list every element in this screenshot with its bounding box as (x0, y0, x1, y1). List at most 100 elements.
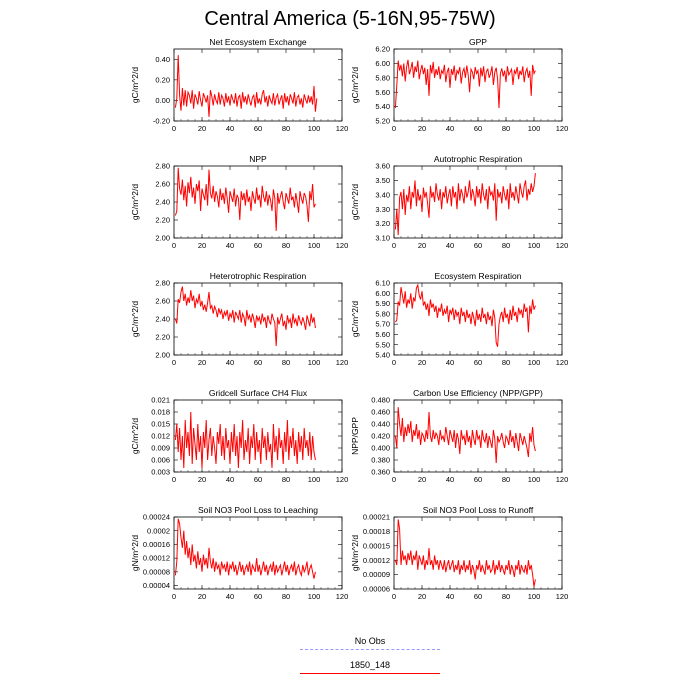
x-tick-label: 120 (336, 592, 349, 601)
x-tick-label: 20 (418, 124, 426, 133)
legend-item-1850-148: 1850_148 (300, 660, 440, 674)
y-tick-label: 0.015 (151, 420, 170, 429)
y-tick-label: 0.021 (151, 396, 170, 405)
x-tick-label: 20 (198, 475, 206, 484)
series-line (174, 518, 316, 579)
y-tick-label: 2.00 (155, 234, 170, 243)
x-tick-label: 20 (418, 241, 426, 250)
y-axis-label: gC/m^2/d (350, 67, 360, 103)
figure-title: Central America (5-16N,95-75W) (204, 8, 496, 30)
x-tick-label: 20 (198, 358, 206, 367)
y-tick-label: 0.40 (155, 55, 170, 64)
y-tick-label: 5.20 (375, 117, 390, 126)
x-tick-label: 120 (556, 124, 569, 133)
plot-frame (173, 48, 343, 122)
y-tick-label: 0.00015 (363, 541, 390, 550)
x-tick-label: 120 (336, 241, 349, 250)
y-tick-label: 0.440 (371, 420, 390, 429)
y-tick-label: 0.00012 (143, 554, 170, 563)
y-tick-label: 0.003 (151, 468, 170, 477)
y-tick-label: 0.012 (151, 432, 170, 441)
panel-title: Soil NO3 Pool Loss to Leaching (198, 505, 318, 515)
series-line (174, 286, 316, 347)
x-tick-label: 80 (502, 592, 510, 601)
x-tick-label: 80 (282, 475, 290, 484)
panel-9: Soil NO3 Pool Loss to Runoff gN/m^2/d 0 20 4… (350, 505, 568, 601)
x-tick-label: 120 (556, 475, 569, 484)
x-tick-label: 60 (254, 124, 262, 133)
y-tick-label: 5.60 (375, 330, 390, 339)
plot-frame (393, 48, 563, 122)
y-tick-label: 0.380 (371, 456, 390, 465)
y-tick-label: 0.0002 (147, 526, 170, 535)
y-tick-label: 0.00004 (143, 581, 170, 590)
legend-label-no-obs: No Obs (354, 636, 386, 646)
y-tick-label: 6.10 (375, 279, 390, 288)
x-tick-label: 40 (446, 124, 454, 133)
panel-title: Gridcell Surface CH4 Flux (209, 388, 308, 398)
x-tick-label: 120 (336, 124, 349, 133)
y-tick-label: 6.00 (375, 59, 390, 68)
panel-4: Heterotrophic Respiration gC/m^2/d 0 20 40 60… (130, 271, 348, 367)
y-tick-label: 5.40 (375, 102, 390, 111)
y-tick-label: 0.018 (151, 408, 170, 417)
y-tick-label: 0.20 (155, 75, 170, 84)
panel-title: GPP (469, 37, 487, 47)
x-tick-label: 80 (282, 241, 290, 250)
series-line (394, 407, 536, 464)
plot-frame (393, 165, 563, 239)
y-tick-label: 0.00 (155, 96, 170, 105)
x-tick-label: 80 (502, 358, 510, 367)
x-tick-label: 40 (446, 358, 454, 367)
x-tick-label: 40 (226, 592, 234, 601)
x-tick-label: 80 (282, 358, 290, 367)
plot-frame (173, 282, 343, 356)
x-tick-label: 40 (446, 241, 454, 250)
x-tick-label: 20 (418, 592, 426, 601)
panel-title: Carbon Use Efficiency (NPP/GPP) (413, 388, 543, 398)
y-axis-label: gN/m^2/d (130, 535, 140, 571)
x-tick-label: 20 (198, 124, 206, 133)
x-tick-label: 100 (308, 592, 321, 601)
x-tick-label: 0 (392, 592, 396, 601)
x-tick-label: 60 (474, 475, 482, 484)
x-tick-label: 60 (474, 592, 482, 601)
y-axis-label: gC/m^2/d (130, 67, 140, 103)
x-tick-label: 0 (392, 241, 396, 250)
legend-line-no-obs (300, 649, 440, 650)
x-tick-label: 80 (502, 241, 510, 250)
y-tick-label: 0.00006 (363, 585, 390, 594)
panel-1: GPP gC/m^2/d 0 20 40 60 80 100 120 5.20 5.40 5.60 5.… (350, 37, 568, 133)
y-tick-label: 2.40 (155, 198, 170, 207)
plot-frame (173, 165, 343, 239)
y-axis-label: gC/m^2/d (130, 418, 140, 454)
panel-0: Net Ecosystem Exchange gC/m^2/d 0 20 40 60 80 1… (130, 37, 348, 133)
x-tick-label: 0 (392, 124, 396, 133)
y-tick-label: 2.00 (155, 351, 170, 360)
y-tick-label: 5.80 (375, 73, 390, 82)
plot-frame (173, 516, 343, 590)
panel-title: Autotrophic Respiration (434, 154, 523, 164)
series-line (394, 59, 536, 109)
y-tick-label: 6.20 (375, 45, 390, 54)
panel-6: Gridcell Surface CH4 Flux gC/m^2/d 0 20 40 60… (130, 388, 348, 484)
y-tick-label: 0.006 (151, 456, 170, 465)
y-tick-label: 0.460 (371, 408, 390, 417)
x-tick-label: 40 (446, 475, 454, 484)
y-tick-label: 0.00021 (363, 513, 390, 522)
y-tick-label: 5.60 (375, 88, 390, 97)
y-tick-label: 2.80 (155, 279, 170, 288)
x-tick-label: 100 (308, 241, 321, 250)
y-tick-label: 2.40 (155, 315, 170, 324)
y-tick-label: 0.00009 (363, 570, 390, 579)
y-tick-label: 0.360 (371, 468, 390, 477)
x-tick-label: 80 (502, 475, 510, 484)
x-tick-label: 80 (282, 124, 290, 133)
y-axis-label: gC/m^2/d (350, 184, 360, 220)
x-tick-label: 100 (308, 475, 321, 484)
x-tick-label: 120 (336, 475, 349, 484)
legend-line-1850-148 (300, 673, 440, 674)
y-tick-label: 3.40 (375, 190, 390, 199)
series-line (394, 519, 536, 587)
plot-frame (393, 282, 563, 356)
